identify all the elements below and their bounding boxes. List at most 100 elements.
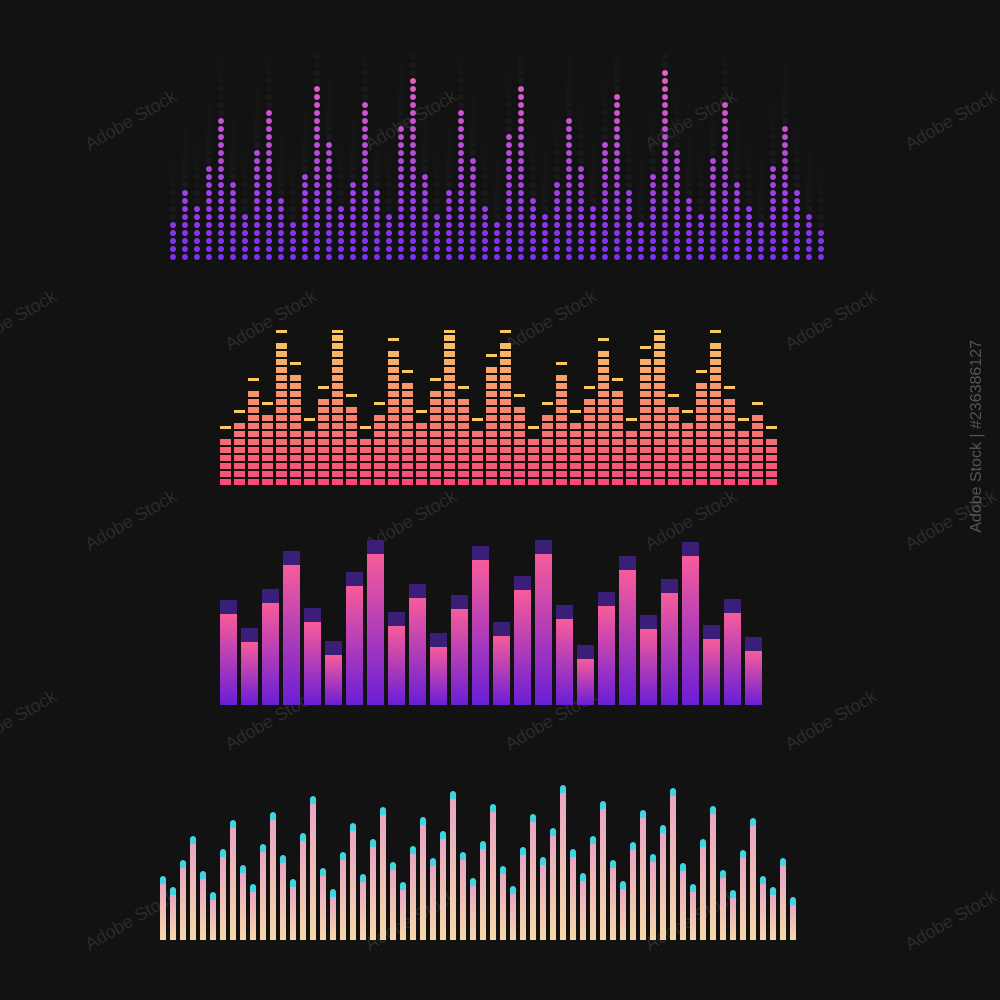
eq2-segment <box>430 391 441 397</box>
eq1-dot <box>794 238 800 244</box>
eq1-dot <box>722 158 728 164</box>
eq2-column <box>262 330 273 485</box>
eq2-segment <box>584 431 595 437</box>
eq2-segment <box>724 378 735 384</box>
eq1-dot <box>626 214 632 220</box>
eq2-segment <box>472 410 483 416</box>
eq1-column <box>266 54 272 260</box>
eq2-segment <box>668 386 679 392</box>
eq1-dot <box>278 126 284 132</box>
eq1-dot <box>674 134 680 140</box>
eq1-dot <box>458 174 464 180</box>
eq1-dot <box>542 198 548 204</box>
eq2-segment <box>444 359 455 365</box>
eq1-dot <box>230 126 236 132</box>
eq1-dot <box>410 134 416 140</box>
eq1-column <box>662 54 668 260</box>
eq1-dot <box>590 190 596 196</box>
eq1-dot <box>590 254 596 260</box>
eq1-dot <box>710 238 716 244</box>
eq2-segment <box>766 346 777 352</box>
eq2-segment <box>430 415 441 421</box>
eq1-dot <box>302 254 308 260</box>
eq1-dot <box>194 166 200 172</box>
eq1-dot <box>230 246 236 252</box>
eq3-bar <box>640 629 657 705</box>
eq2-segment <box>458 399 469 405</box>
eq3-bar <box>514 590 531 705</box>
eq2-segment <box>416 378 427 384</box>
eq1-dot <box>650 110 656 116</box>
eq1-dot <box>698 110 704 116</box>
eq1-dot <box>806 166 812 172</box>
eq1-dot <box>242 206 248 212</box>
eq1-dot <box>410 110 416 116</box>
eq1-dot <box>758 150 764 156</box>
eq4-column <box>790 780 796 940</box>
eq2-segment <box>234 370 245 376</box>
eq1-dot <box>398 86 404 92</box>
eq1-dot <box>686 118 692 124</box>
eq1-dot <box>194 126 200 132</box>
eq2-segment <box>430 370 441 376</box>
eq1-dot <box>794 174 800 180</box>
eq1-column <box>398 54 404 260</box>
eq1-dot <box>614 54 620 60</box>
eq1-dot <box>302 102 308 108</box>
eq1-dot <box>434 134 440 140</box>
eq2-segment <box>598 471 609 477</box>
eq1-dot <box>614 174 620 180</box>
eq2-segment <box>584 471 595 477</box>
eq1-dot <box>782 86 788 92</box>
eq2-segment <box>570 471 581 477</box>
eq1-dot <box>338 174 344 180</box>
eq4-bar <box>220 857 226 940</box>
eq2-segment <box>542 439 553 445</box>
eq2-segment <box>500 415 511 421</box>
eq1-dot <box>338 158 344 164</box>
eq1-dot <box>482 142 488 148</box>
eq1-dot <box>770 118 776 124</box>
eq1-dot <box>494 150 500 156</box>
eq2-segment <box>458 415 469 421</box>
eq1-dot <box>662 78 668 84</box>
eq2-segment <box>668 394 679 397</box>
eq2-segment <box>682 410 693 413</box>
eq1-dot <box>194 118 200 124</box>
eq2-segment <box>556 415 567 421</box>
eq1-dot <box>818 174 824 180</box>
eq4-bar <box>400 890 406 940</box>
eq1-dot <box>710 70 716 76</box>
eq1-dot <box>302 174 308 180</box>
eq2-segment <box>318 479 329 485</box>
eq1-dot <box>482 102 488 108</box>
eq1-dot <box>170 86 176 92</box>
eq1-dot <box>518 230 524 236</box>
eq2-segment <box>458 463 469 469</box>
eq4-bar <box>790 905 796 940</box>
eq1-column <box>782 54 788 260</box>
eq2-segment <box>444 343 455 349</box>
eq2-segment <box>724 370 735 376</box>
eq1-dot <box>782 198 788 204</box>
eq2-segment <box>696 383 707 389</box>
eq2-segment <box>486 375 497 381</box>
eq1-dot <box>326 198 332 204</box>
eq3-cap <box>661 579 678 593</box>
eq1-dot <box>506 198 512 204</box>
eq1-dot <box>278 94 284 100</box>
eq2-column <box>402 330 413 485</box>
eq1-dot <box>230 174 236 180</box>
eq2-segment <box>710 407 721 413</box>
eq1-dot <box>314 62 320 68</box>
eq1-dot <box>626 118 632 124</box>
eq1-dot <box>530 214 536 220</box>
eq1-dot <box>254 214 260 220</box>
eq2-segment <box>668 471 679 477</box>
eq2-segment <box>556 354 567 360</box>
eq1-dot <box>398 174 404 180</box>
eq1-dot <box>806 158 812 164</box>
eq1-dot <box>398 238 404 244</box>
eq1-dot <box>362 222 368 228</box>
eq4-column <box>420 780 426 940</box>
